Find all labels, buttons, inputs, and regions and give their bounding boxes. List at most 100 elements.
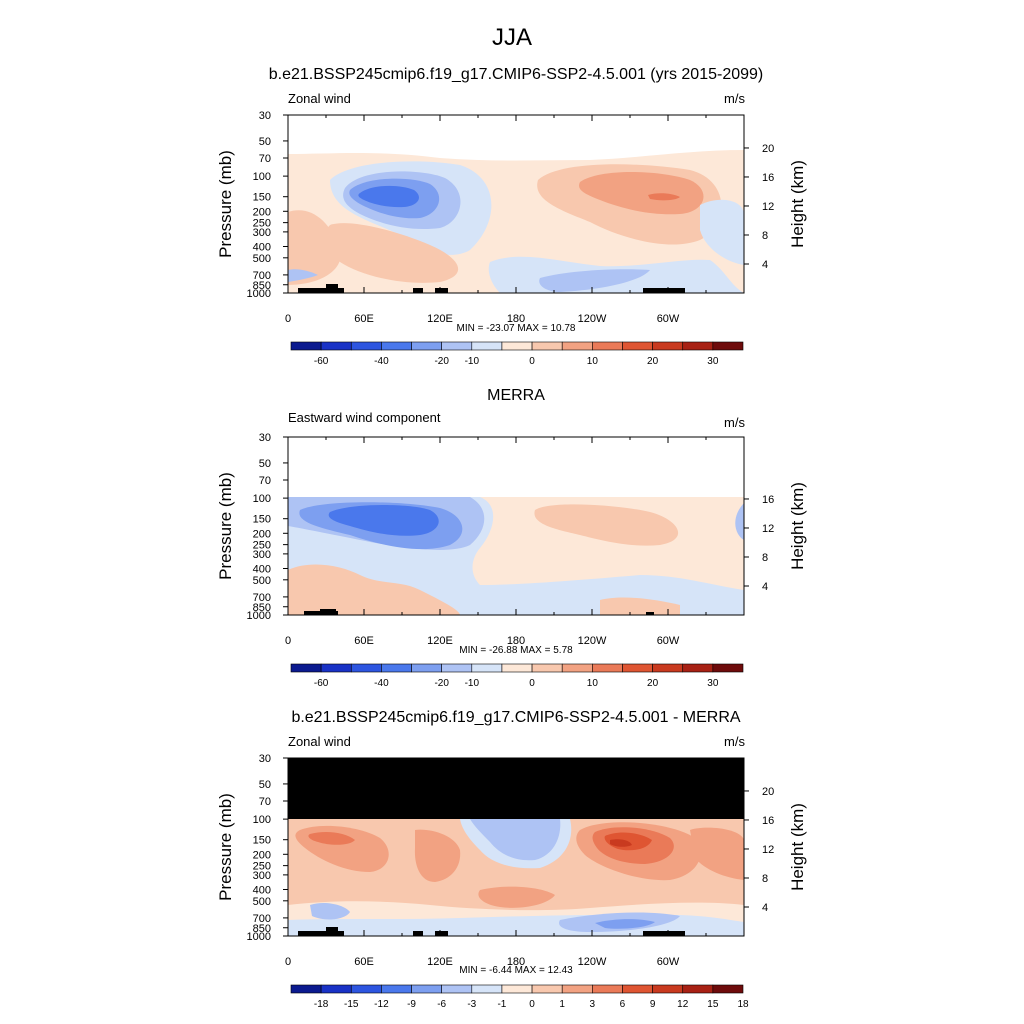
y-tick-label: 30 [259,432,271,444]
y-tick-label: 300 [253,549,271,561]
x-tick-label: 120E [427,635,453,647]
x-tick-label: 60E [354,313,374,325]
colorbar-swatch [441,984,473,994]
variable-label: Eastward wind component [288,410,441,425]
y-tick-label: 500 [253,575,271,587]
colorbar-label: -40 [374,678,389,689]
colorbar-label: 10 [587,356,599,367]
panel-merra: MERRA Eastward wind component m/s Pressu… [216,387,807,689]
y-tick-label: 850 [253,280,271,292]
y-tick-label: 400 [253,884,271,896]
height-tick-label: 12 [762,844,774,856]
colorbar-swatch [622,663,653,673]
colorbar-swatch [411,663,442,673]
y-tick-label: 300 [253,870,271,882]
colorbar-swatch [622,984,653,994]
y-axis-right-label: Height (km) [788,803,807,891]
colorbar-swatch [652,663,684,673]
colorbar-label: -10 [465,356,480,367]
colorbar-swatch [622,341,653,351]
terrain-mask [298,927,685,936]
panel-title: b.e21.BSSP245cmip6.f19_g17.CMIP6-SSP2-4.… [269,66,764,83]
x-tick-label: 60W [657,313,680,325]
y-tick-label: 1000 [247,610,271,622]
plot-area [288,758,744,936]
colorbar-label: -15 [344,999,359,1010]
colorbar-swatch [592,663,623,673]
x-tick-label: 180 [507,635,525,647]
colorbar-swatch [501,984,533,994]
colorbar-swatch [381,341,412,351]
x-tick-label: 60W [657,956,680,968]
colorbar-label: -20 [434,678,449,689]
colorbar-swatch [712,984,744,994]
y-tick-label: 200 [253,206,271,218]
colorbar-label: 30 [707,678,719,689]
colorbar-swatch [320,341,352,351]
stats-text: MIN = -23.07 MAX = 10.78 [457,323,576,334]
x-tick-label: 0 [285,956,291,968]
height-tick-label: 16 [762,815,774,827]
y-tick-label: 250 [253,861,271,873]
height-tick-label: 4 [762,902,768,914]
y-axis-right-label: Height (km) [788,160,807,248]
x-tick-label: 0 [285,635,291,647]
colorbar-swatch [561,663,593,673]
colorbar-label: 12 [677,999,689,1010]
x-tick-label: 60E [354,956,374,968]
colorbar-swatch [320,663,352,673]
x-tick-label: 180 [507,956,525,968]
y-tick-label: 70 [259,475,271,487]
y-axis-label: Pressure (mb) [216,150,235,258]
y-tick-label: 850 [253,602,271,614]
variable-label: Zonal wind [288,734,351,749]
y-tick-label: 150 [253,192,271,204]
y-axis-label: Pressure (mb) [216,472,235,580]
colorbar-label: -12 [374,999,389,1010]
colorbar-label: -40 [374,356,389,367]
y-tick-label: 70 [259,153,271,165]
colorbar-swatch [381,984,412,994]
y-axis-label: Pressure (mb) [216,793,235,901]
y-tick-label: 200 [253,528,271,540]
height-tick-label: 12 [762,201,774,213]
colorbar-swatch [471,663,503,673]
colorbar-swatch [561,984,593,994]
colorbar-swatch [381,663,412,673]
colorbar-swatch [501,341,533,351]
height-tick-label: 12 [762,523,774,535]
colorbar: -18 -15 -12 -9 -6 -3 -1 0 1 3 6 9 12 15 18 [290,984,749,1010]
colorbar-label: 0 [529,356,535,367]
colorbar-swatch [682,984,714,994]
units-label: m/s [724,415,745,430]
y-tick-label: 150 [253,514,271,526]
y-tick-label: 30 [259,753,271,765]
height-tick-label: 8 [762,552,768,564]
height-tick-label: 20 [762,786,774,798]
colorbar-label: 9 [650,999,656,1010]
colorbar: -60 -40 -20 -10 0 10 20 30 [290,341,744,367]
colorbar-swatch [712,341,744,351]
y-tick-label: 250 [253,218,271,230]
colorbar-swatch [682,663,714,673]
missing-data-mask [288,758,744,819]
y-tick-label: 300 [253,227,271,239]
colorbar-swatch [471,341,503,351]
colorbar-label: 1 [559,999,565,1010]
colorbar-label: -60 [314,678,329,689]
height-tick-label: 20 [762,143,774,155]
colorbar-swatch [652,984,684,994]
colorbar-swatch [350,341,382,351]
colorbar: -60 -40 -20 -10 0 10 20 30 [290,663,744,689]
colorbar-label: 0 [529,999,535,1010]
colorbar-swatch [411,984,442,994]
colorbar-swatch [290,984,322,994]
colorbar-swatch [411,341,442,351]
colorbar-swatch [350,663,382,673]
stats-text: MIN = -26.88 MAX = 5.78 [459,645,573,656]
plot-area [288,437,744,615]
y-tick-label: 50 [259,779,271,791]
